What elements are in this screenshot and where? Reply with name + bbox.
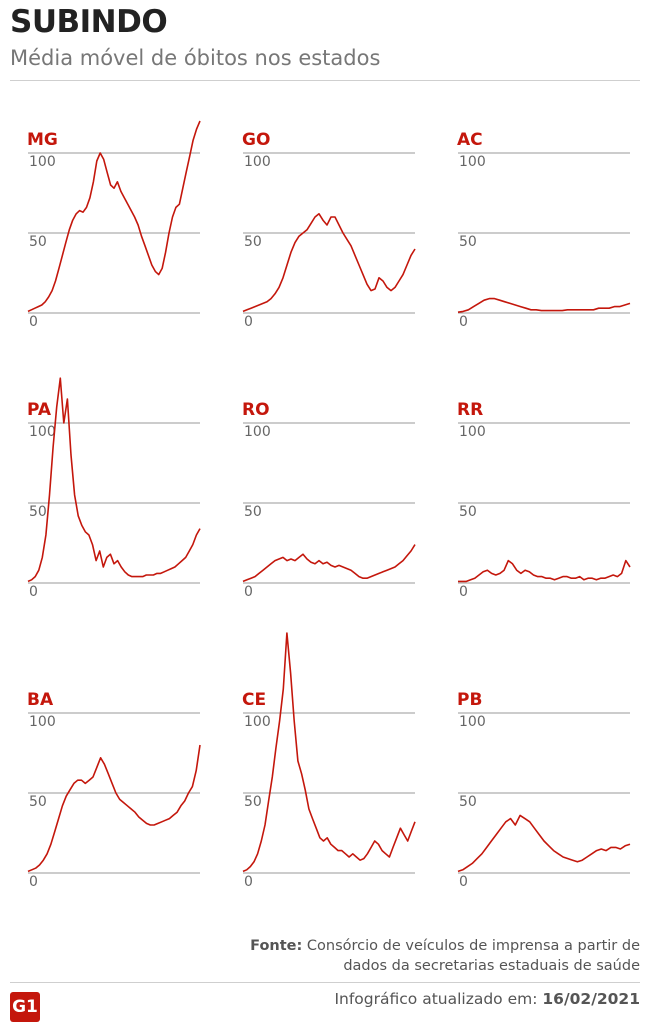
page-subtitle: Média móvel de óbitos nos estados <box>10 46 381 70</box>
chart-ce: 0 50 100 CE <box>242 632 416 890</box>
state-label-pb: PB <box>457 690 482 710</box>
tick-label-pb-0: 0 <box>459 874 468 890</box>
chart-mg: 0 50 100 MG <box>27 120 201 330</box>
tick-label-go-50: 50 <box>244 234 262 250</box>
tick-label-ac-100: 100 <box>459 154 486 170</box>
state-label-ro: RO <box>242 400 270 420</box>
state-label-ce: CE <box>242 690 266 710</box>
state-label-pa: PA <box>27 400 52 420</box>
series-line-mg <box>27 120 201 313</box>
state-label-go: GO <box>242 130 270 150</box>
tick-label-ac-50: 50 <box>459 234 477 250</box>
tick-label-pb-50: 50 <box>459 794 477 810</box>
state-label-ba: BA <box>27 690 54 710</box>
state-label-mg: MG <box>27 130 58 150</box>
tick-label-go-0: 0 <box>244 314 253 330</box>
series-line-ce <box>242 632 416 873</box>
updated-label: Infográfico atualizado em: <box>334 990 538 1008</box>
footer-divider <box>10 982 640 983</box>
source-label: Fonte: <box>250 938 303 954</box>
tick-label-mg-50: 50 <box>29 234 47 250</box>
series-line-rr <box>458 559 631 583</box>
tick-label-ce-0: 0 <box>244 874 253 890</box>
g1-logo: G1 <box>10 992 40 1022</box>
page-title: SUBINDO <box>10 4 168 40</box>
tick-label-pa-0: 0 <box>29 584 38 600</box>
tick-label-mg-100: 100 <box>29 154 56 170</box>
chart-pb: 0 50 100 PB <box>457 690 631 890</box>
source-text: Consórcio de veículos de imprensa a part… <box>306 938 640 974</box>
tick-label-pa-50: 50 <box>29 504 47 520</box>
chart-go: 0 50 100 GO <box>242 130 416 330</box>
series-line-pa <box>27 377 201 583</box>
update-note: Infográfico atualizado em: 16/02/2021 <box>334 990 640 1008</box>
state-label-rr: RR <box>457 400 483 420</box>
state-label-ac: AC <box>457 130 483 150</box>
tick-label-ce-50: 50 <box>244 794 262 810</box>
tick-label-ba-100: 100 <box>29 714 56 730</box>
series-line-go <box>242 213 416 313</box>
chart-ba: 0 50 100 BA <box>27 690 201 890</box>
tick-label-pa-100: 100 <box>29 424 56 440</box>
tick-label-ro-0: 0 <box>244 584 253 600</box>
series-line-pb <box>457 814 631 873</box>
header-divider <box>10 80 640 81</box>
tick-label-ro-100: 100 <box>244 424 271 440</box>
tick-label-mg-0: 0 <box>29 314 38 330</box>
updated-date: 16/02/2021 <box>542 990 640 1008</box>
tick-label-ba-0: 0 <box>29 874 38 890</box>
tick-label-rr-100: 100 <box>459 424 486 440</box>
tick-label-ac-0: 0 <box>459 314 468 330</box>
chart-ac: 0 50 100 AC <box>457 130 631 330</box>
tick-label-ba-50: 50 <box>29 794 47 810</box>
series-line-ro <box>242 544 416 583</box>
tick-label-ce-100: 100 <box>244 714 271 730</box>
small-multiples-chart: 0 50 100 MG 0 50 100 GO 0 50 100 AC 0 50 100 PA 0 50 100 RO… <box>27 120 631 890</box>
tick-label-go-100: 100 <box>244 154 271 170</box>
series-line-ba <box>27 744 201 873</box>
chart-ro: 0 50 100 RO <box>242 400 416 600</box>
tick-label-rr-0: 0 <box>459 584 468 600</box>
chart-rr: 0 50 100 RR <box>457 400 631 600</box>
series-line-ac <box>457 297 631 313</box>
tick-label-ro-50: 50 <box>244 504 262 520</box>
tick-label-pb-100: 100 <box>459 714 486 730</box>
chart-pa: 0 50 100 PA <box>27 377 201 600</box>
source-note: Fonte: Consórcio de veículos de imprensa… <box>220 936 640 976</box>
tick-label-rr-50: 50 <box>459 504 477 520</box>
